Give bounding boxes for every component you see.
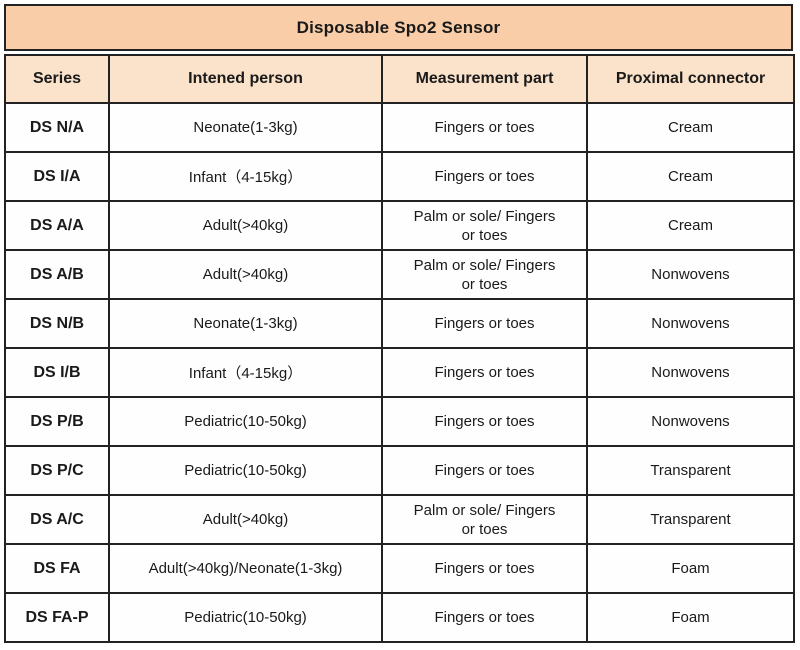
connector-cell: Nonwovens bbox=[586, 298, 795, 349]
person-cell: Neonate(1-3kg) bbox=[108, 102, 383, 153]
table-row: DS N/B Neonate(1-3kg) Fingers or toes No… bbox=[4, 298, 795, 349]
connector-cell: Cream bbox=[586, 102, 795, 153]
part-cell: Fingers or toes bbox=[381, 592, 588, 643]
table-row: DS N/A Neonate(1-3kg) Fingers or toes Cr… bbox=[4, 102, 795, 153]
column-header-series: Series bbox=[4, 54, 110, 104]
table-row: DS FA-P Pediatric(10-50kg) Fingers or to… bbox=[4, 592, 795, 643]
table-row: DS FA Adult(>40kg)/Neonate(1-3kg) Finger… bbox=[4, 543, 795, 594]
connector-cell: Transparent bbox=[586, 494, 795, 545]
part-cell: Palm or sole/ Fingers or toes bbox=[381, 494, 588, 545]
part-cell: Palm or sole/ Fingers or toes bbox=[381, 200, 588, 251]
part-cell: Fingers or toes bbox=[381, 396, 588, 447]
spo2-sensor-table: Series Intened person Measurement part P… bbox=[4, 54, 795, 643]
connector-cell: Transparent bbox=[586, 445, 795, 496]
connector-cell: Foam bbox=[586, 592, 795, 643]
series-cell: DS A/C bbox=[4, 494, 110, 545]
series-cell: DS FA bbox=[4, 543, 110, 594]
table-row: DS I/B Infant（4-15kg） Fingers or toes No… bbox=[4, 347, 795, 398]
connector-cell: Cream bbox=[586, 151, 795, 202]
column-header-part: Measurement part bbox=[381, 54, 588, 104]
part-cell: Fingers or toes bbox=[381, 298, 588, 349]
table-row: DS I/A Infant（4-15kg） Fingers or toes Cr… bbox=[4, 151, 795, 202]
series-cell: DS P/B bbox=[4, 396, 110, 447]
table-row: DS A/C Adult(>40kg) Palm or sole/ Finger… bbox=[4, 494, 795, 545]
person-cell: Pediatric(10-50kg) bbox=[108, 592, 383, 643]
connector-cell: Nonwovens bbox=[586, 396, 795, 447]
table-header-row: Series Intened person Measurement part P… bbox=[4, 54, 795, 104]
table-title: Disposable Spo2 Sensor bbox=[4, 4, 793, 51]
person-cell: Adult(>40kg)/Neonate(1-3kg) bbox=[108, 543, 383, 594]
person-cell: Infant（4-15kg） bbox=[108, 151, 383, 202]
person-cell: Neonate(1-3kg) bbox=[108, 298, 383, 349]
part-cell: Palm or sole/ Fingers or toes bbox=[381, 249, 588, 300]
person-cell: Pediatric(10-50kg) bbox=[108, 445, 383, 496]
person-cell: Adult(>40kg) bbox=[108, 249, 383, 300]
person-cell: Pediatric(10-50kg) bbox=[108, 396, 383, 447]
series-cell: DS N/B bbox=[4, 298, 110, 349]
person-cell: Infant（4-15kg） bbox=[108, 347, 383, 398]
table-row: DS P/C Pediatric(10-50kg) Fingers or toe… bbox=[4, 445, 795, 496]
connector-cell: Nonwovens bbox=[586, 347, 795, 398]
part-cell: Fingers or toes bbox=[381, 102, 588, 153]
series-cell: DS N/A bbox=[4, 102, 110, 153]
series-cell: DS I/A bbox=[4, 151, 110, 202]
column-header-person: Intened person bbox=[108, 54, 383, 104]
connector-cell: Nonwovens bbox=[586, 249, 795, 300]
part-cell: Fingers or toes bbox=[381, 543, 588, 594]
part-cell: Fingers or toes bbox=[381, 151, 588, 202]
table-row: DS A/B Adult(>40kg) Palm or sole/ Finger… bbox=[4, 249, 795, 300]
table-row: DS P/B Pediatric(10-50kg) Fingers or toe… bbox=[4, 396, 795, 447]
column-header-connector: Proximal connector bbox=[586, 54, 795, 104]
person-cell: Adult(>40kg) bbox=[108, 494, 383, 545]
series-cell: DS A/B bbox=[4, 249, 110, 300]
series-cell: DS FA-P bbox=[4, 592, 110, 643]
series-cell: DS A/A bbox=[4, 200, 110, 251]
part-cell: Fingers or toes bbox=[381, 445, 588, 496]
series-cell: DS P/C bbox=[4, 445, 110, 496]
connector-cell: Cream bbox=[586, 200, 795, 251]
connector-cell: Foam bbox=[586, 543, 795, 594]
series-cell: DS I/B bbox=[4, 347, 110, 398]
table-row: DS A/A Adult(>40kg) Palm or sole/ Finger… bbox=[4, 200, 795, 251]
person-cell: Adult(>40kg) bbox=[108, 200, 383, 251]
part-cell: Fingers or toes bbox=[381, 347, 588, 398]
